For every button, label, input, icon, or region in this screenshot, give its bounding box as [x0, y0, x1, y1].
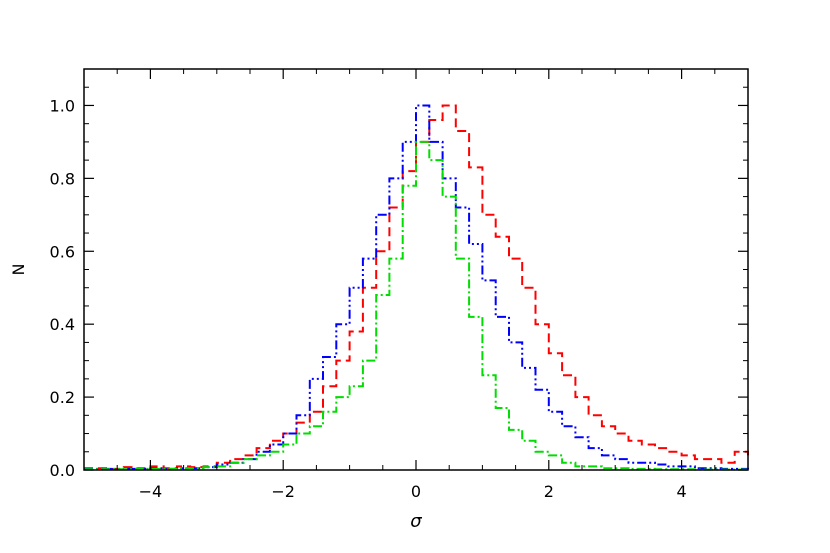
- y-axis-label: N: [9, 264, 28, 276]
- histogram-series-3: [84, 140, 748, 471]
- x-tick-label: 2: [544, 482, 554, 501]
- x-tick-label: 0: [411, 482, 421, 501]
- histogram-series-2: [84, 104, 749, 471]
- y-tick-label: 0.0: [50, 461, 75, 480]
- ticks-layer: [84, 69, 748, 471]
- y-tick-label: 0.4: [50, 315, 75, 334]
- labels-layer: −4 −2 0 2 4 0.0 0.2 0.4 0.6 0.8 1.0: [50, 96, 687, 501]
- y-tick-label: 0.8: [50, 169, 75, 188]
- x-axis-label: σ: [410, 511, 422, 532]
- y-tick-label: 0.6: [50, 242, 75, 261]
- y-tick-label: 0.2: [50, 388, 75, 407]
- series-layer: [84, 104, 749, 471]
- x-tick-label: −4: [139, 482, 163, 501]
- x-tick-label: −2: [271, 482, 295, 501]
- x-tick-label: 4: [677, 482, 687, 501]
- y-tick-label: 1.0: [50, 96, 75, 115]
- plot-frame: [83, 68, 749, 471]
